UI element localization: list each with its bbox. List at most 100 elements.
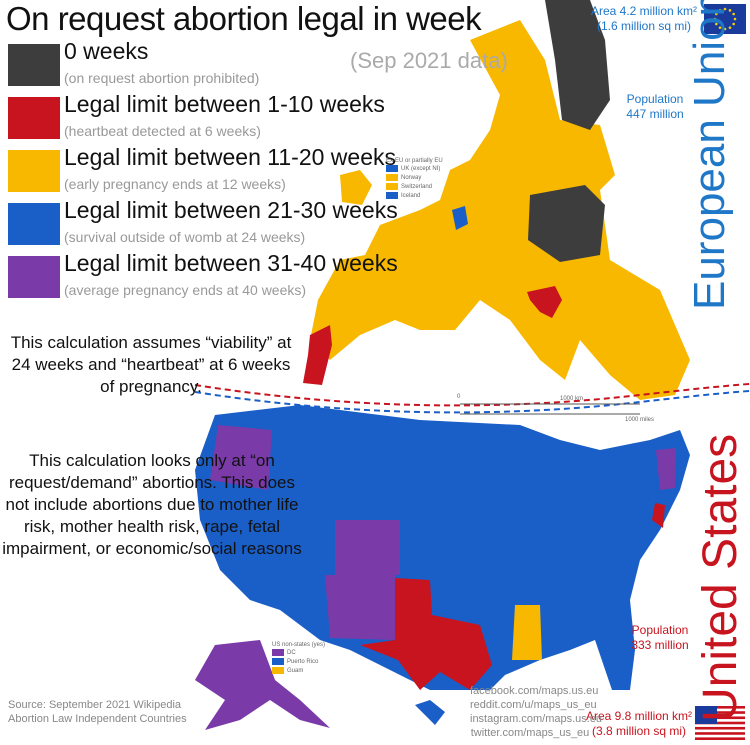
inset-row: Puerto Rico (272, 657, 325, 666)
region (340, 170, 372, 205)
inset-label: Norway (401, 174, 422, 181)
note: This calculation assumes “viability” at … (10, 333, 292, 396)
region (325, 575, 395, 640)
eu-stars (713, 7, 737, 31)
us-stripes (695, 708, 745, 738)
social-link: twitter.com/maps_us_eu (470, 727, 590, 739)
inset-swatch (386, 165, 398, 172)
inset-row: DC (272, 648, 325, 657)
star (733, 17, 737, 21)
star (715, 22, 718, 26)
ex-eu-inset: Ex-EU or partially EU UK (except NI) Norw… (386, 158, 443, 200)
stripe (695, 719, 745, 722)
inset-label: Guam (287, 667, 304, 674)
inset-label: UK (except NI) (401, 165, 441, 172)
star (713, 17, 717, 21)
text: 333 million (631, 638, 689, 652)
text: 447 million (626, 107, 684, 121)
inset-swatch (272, 658, 284, 665)
legend-label: Legal limit between 1-10 weeks (64, 91, 385, 117)
legend-label: Legal limit between 21-30 weeks (64, 197, 398, 223)
text: (3.8 million sq mi) (591, 724, 687, 738)
text: Source: September 2021 Wikipedia (8, 699, 182, 711)
star (715, 12, 718, 16)
inset-swatch (272, 667, 284, 674)
inset-row: UK (except NI) (386, 164, 443, 173)
us-area: Area 9.8 million km² (3.8 million sq mi) (583, 709, 695, 739)
legend-swatch (8, 44, 60, 86)
inset-label: Switzerland (401, 183, 433, 190)
stripe (695, 713, 745, 717)
region (210, 425, 272, 490)
eu-name: European Union (685, 0, 734, 310)
inset-swatch (386, 174, 398, 181)
star (728, 9, 732, 12)
text: Population (626, 92, 684, 106)
stripe (695, 708, 745, 712)
region (527, 286, 562, 318)
us-non-states-inset: US non-states (yes) DC Puerto Rico Guam (272, 642, 325, 675)
text: (1.6 million sq mi) (596, 19, 692, 33)
region (512, 605, 542, 660)
inset-row: Norway (386, 173, 443, 182)
inset-row: Switzerland (386, 182, 443, 191)
inset-title: Ex-EU or partially EU (386, 158, 443, 164)
star (728, 26, 732, 29)
region (656, 448, 676, 490)
region (545, 0, 610, 130)
legend-swatch (8, 203, 60, 245)
inset-items: DC Puerto Rico Guam (272, 648, 325, 675)
social-link: reddit.com/u/maps_us_eu (470, 699, 597, 711)
region (360, 578, 492, 690)
legend-note: (early pregnancy ends at 12 weeks) (64, 176, 286, 192)
us-name: United States (694, 433, 747, 722)
scale-label: 1000 miles (625, 417, 655, 423)
inset-title: US non-states (yes) (272, 642, 326, 648)
legend-swatch (8, 150, 60, 192)
inset-swatch (386, 192, 398, 199)
stripe (695, 729, 745, 733)
region (652, 503, 665, 528)
region (195, 405, 690, 690)
stripe (695, 724, 745, 727)
legend-label: Legal limit between 31-40 weeks (64, 250, 398, 276)
title: On request abortion legal in week (6, 0, 482, 37)
region (310, 20, 690, 400)
legend-note: (heartbeat detected at 6 weeks) (64, 123, 261, 139)
eu-population: Population 447 million (615, 92, 695, 122)
text: Area 4.2 million km² (590, 4, 698, 18)
star (718, 9, 722, 12)
region (335, 520, 400, 575)
inset-items: UK (except NI) Norway Switzerland Iceland (386, 164, 443, 200)
scale-label: 0 (457, 394, 461, 400)
region (415, 700, 445, 725)
legend-note: (on request abortion prohibited) (64, 70, 260, 86)
us-population: Population 333 million (620, 623, 700, 653)
inset-label: Iceland (401, 192, 421, 199)
source: Source: September 2021 Wikipedia Abortion… (8, 698, 187, 726)
social-link: instagram.com/maps.us.eu (470, 713, 603, 725)
eu-area: Area 4.2 million km² (1.6 million sq mi) (585, 4, 703, 34)
us-canton (695, 706, 717, 724)
legend-note: (survival outside of womb at 24 weeks) (64, 229, 306, 245)
region (452, 206, 468, 230)
inset-swatch (272, 649, 284, 656)
legend-label: Legal limit between 11-20 weeks (64, 144, 396, 170)
inset-swatch (386, 183, 398, 190)
subtitle: (Sep 2021 data) (350, 48, 508, 73)
text: Abortion Law Independent Countries (8, 713, 187, 725)
region (303, 325, 332, 385)
stripe (695, 734, 745, 738)
star (732, 22, 735, 26)
region (528, 185, 605, 262)
scale-label: 1000 km (560, 396, 584, 402)
note: This calculation looks only at “on reque… (2, 451, 302, 558)
star (718, 26, 722, 29)
inset-row: Guam (272, 666, 325, 675)
inset-label: DC (287, 649, 296, 656)
inset-label: Puerto Rico (287, 658, 319, 665)
legend-note: (average pregnancy ends at 40 weeks) (64, 282, 307, 298)
social-link: facebook.com/maps.us.eu (470, 685, 599, 697)
